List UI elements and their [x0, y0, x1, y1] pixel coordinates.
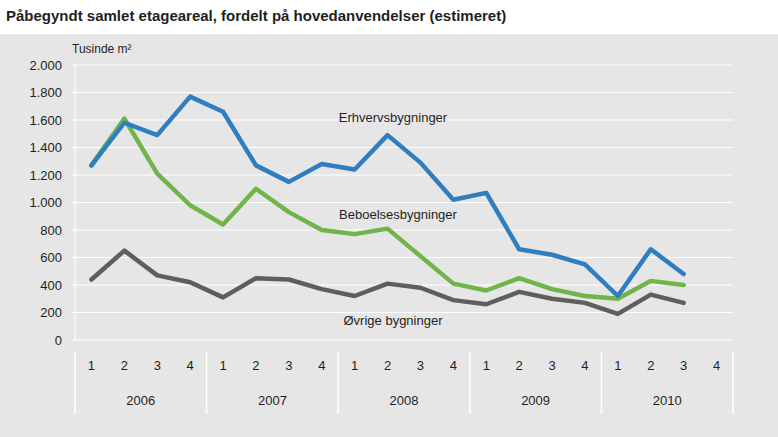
x-tick-label: 1: [351, 358, 358, 373]
x-group-label: 2010: [653, 393, 682, 408]
grid: [71, 65, 733, 340]
x-tick-label: 3: [154, 358, 161, 373]
series-lines: [91, 97, 683, 314]
y-tick-label: 800: [40, 223, 62, 238]
x-tick-label: 2: [516, 358, 523, 373]
series-label: Øvrige bygninger: [344, 313, 444, 328]
x-group-label: 2007: [258, 393, 287, 408]
x-group-label: 2009: [521, 393, 550, 408]
x-group-label: 2008: [390, 393, 419, 408]
y-tick-label: 1.200: [29, 168, 62, 183]
x-tick-label: 4: [187, 358, 194, 373]
x-tick-label: 1: [614, 358, 621, 373]
x-tick-label: 4: [450, 358, 457, 373]
x-tick-label: 4: [318, 358, 325, 373]
group-separator: [732, 352, 734, 414]
y-tick-label: 400: [40, 278, 62, 293]
tick-mark: [71, 230, 75, 231]
x-tick-label: 1: [219, 358, 226, 373]
tick-mark: [71, 92, 75, 93]
x-tick-label: 3: [285, 358, 292, 373]
group-separator: [601, 352, 603, 414]
x-tick-label: 3: [417, 358, 424, 373]
x-tick-label: 2: [384, 358, 391, 373]
y-tick-label: 1.800: [29, 85, 62, 100]
grid-line: [75, 257, 733, 258]
y-tick-label: 200: [40, 305, 62, 320]
chart: Påbegyndt samlet etageareal, fordelt på …: [0, 0, 778, 437]
x-tick-label: 2: [121, 358, 128, 373]
x-tick-label: 2: [647, 358, 654, 373]
x-tick-label: 4: [581, 358, 588, 373]
tick-mark: [71, 340, 75, 341]
grid-line: [75, 230, 733, 231]
group-separator: [74, 352, 76, 414]
tick-mark: [71, 65, 75, 66]
x-tick-label: 1: [88, 358, 95, 373]
y-tick-label: 600: [40, 250, 62, 265]
y-tick-label: 2.000: [29, 58, 62, 73]
tick-mark: [71, 257, 75, 258]
y-axis-label: Tusinde m²: [72, 42, 132, 56]
group-separator: [469, 352, 471, 414]
grid-line: [75, 92, 733, 93]
series-label: Beboelsesbygninger: [339, 207, 457, 222]
tick-mark: [71, 175, 75, 176]
y-tick-label: 0: [55, 333, 62, 348]
series-label: Erhvervsbygninger: [339, 110, 448, 125]
x-tick-label: 1: [483, 358, 490, 373]
grid-line: [75, 175, 733, 176]
series-line: [91, 251, 683, 314]
y-axis-line: [75, 65, 76, 340]
series-line: [91, 97, 683, 296]
tick-mark: [71, 120, 75, 121]
x-tick-label: 4: [713, 358, 720, 373]
y-tick-label: 1.400: [29, 140, 62, 155]
group-separator: [337, 352, 339, 414]
title: Påbegyndt samlet etageareal, fordelt på …: [6, 7, 506, 24]
x-tick-label: 3: [548, 358, 555, 373]
grid-line: [75, 340, 733, 341]
grid-line: [75, 65, 733, 66]
grid-line: [75, 202, 733, 203]
y-tick-label: 1.600: [29, 113, 62, 128]
y-tick-label: 1.000: [29, 195, 62, 210]
x-tick-label: 3: [680, 358, 687, 373]
tick-mark: [71, 285, 75, 286]
tick-mark: [71, 312, 75, 313]
x-tick-label: 2: [252, 358, 259, 373]
x-group-label: 2006: [126, 393, 155, 408]
group-separator: [206, 352, 208, 414]
tick-mark: [71, 147, 75, 148]
panel-background: [0, 34, 778, 437]
tick-mark: [71, 202, 75, 203]
